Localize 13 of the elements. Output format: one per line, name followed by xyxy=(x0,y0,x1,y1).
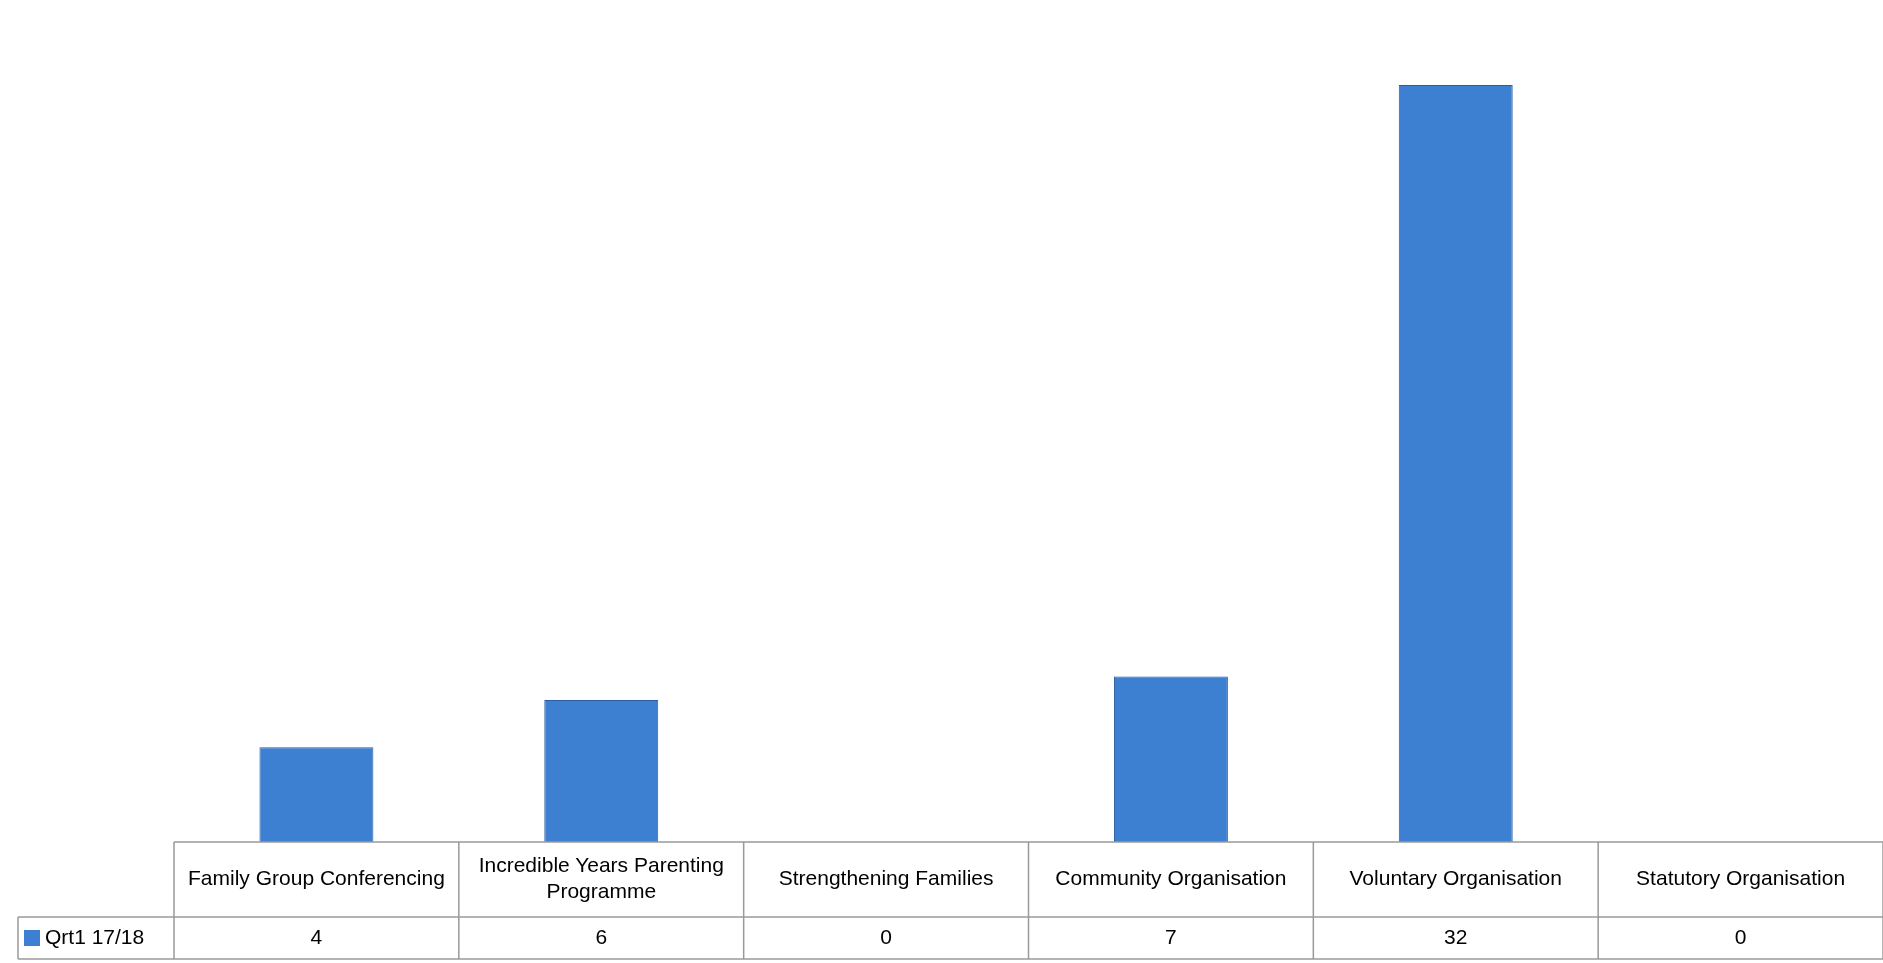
legend-label: Qrt1 17/18 xyxy=(45,924,145,948)
x-tick-label: Voluntary Organisation xyxy=(1349,866,1562,890)
data-label: 4 xyxy=(310,924,323,948)
x-tick-label: Statutory Organisation xyxy=(1636,866,1846,890)
data-label: 6 xyxy=(595,924,608,948)
data-label: 0 xyxy=(1734,924,1747,948)
data-label: 7 xyxy=(1165,924,1177,948)
data-label: 0 xyxy=(880,924,892,948)
x-tick-label: Family Group Conferencing xyxy=(188,866,445,890)
x-tick-label: Incredible Years Parenting Programme xyxy=(478,853,724,903)
data-label: 32 xyxy=(1444,924,1468,948)
x-tick-label: Community Organisation xyxy=(1055,866,1287,890)
x-tick-label: Strengthening Families xyxy=(778,866,994,890)
